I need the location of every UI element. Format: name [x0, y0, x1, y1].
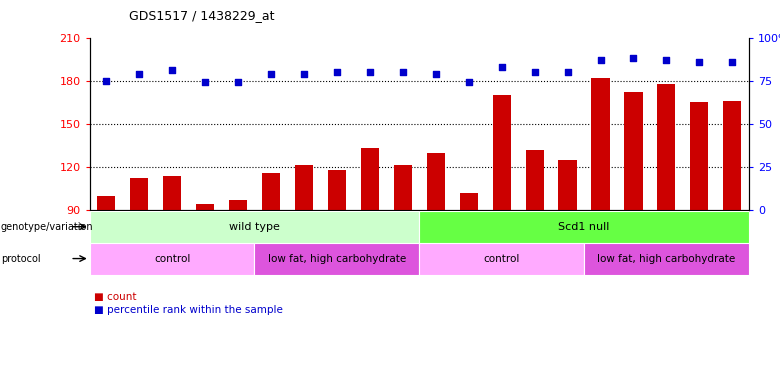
Bar [625, 92, 643, 210]
Bar [98, 196, 115, 210]
Bar [196, 204, 214, 210]
Point [562, 69, 574, 75]
Point [232, 80, 244, 86]
Text: control: control [484, 254, 519, 264]
Bar [658, 84, 675, 210]
Point [264, 71, 277, 77]
Point [660, 57, 672, 63]
Point [133, 71, 145, 77]
Text: wild type: wild type [229, 222, 280, 232]
Bar [130, 178, 148, 210]
Text: low fat, high carbohydrate: low fat, high carbohydrate [597, 254, 736, 264]
Point [463, 80, 475, 86]
Point [199, 80, 211, 86]
Point [363, 69, 376, 75]
Bar [427, 153, 445, 210]
Bar [229, 200, 247, 210]
Bar [493, 95, 511, 210]
Point [528, 69, 541, 75]
Bar [526, 150, 544, 210]
Point [627, 55, 640, 61]
Bar [690, 102, 708, 210]
Bar [163, 176, 181, 210]
Bar [420, 243, 584, 274]
Bar [361, 148, 379, 210]
Point [396, 69, 409, 75]
Point [100, 78, 112, 84]
Bar [262, 172, 280, 210]
Bar [558, 160, 576, 210]
Point [726, 58, 739, 64]
Text: protocol: protocol [1, 254, 41, 264]
Bar [295, 165, 313, 210]
Point [430, 71, 442, 77]
Bar [420, 211, 749, 243]
Point [331, 69, 343, 75]
Point [594, 57, 607, 63]
Point [693, 58, 706, 64]
Text: low fat, high carbohydrate: low fat, high carbohydrate [268, 254, 406, 264]
Text: Scd1 null: Scd1 null [558, 222, 610, 232]
Bar [723, 101, 741, 210]
Bar [459, 193, 477, 210]
Point [495, 64, 508, 70]
Bar [584, 243, 749, 274]
Point [166, 67, 179, 73]
Text: ■ count: ■ count [94, 292, 136, 302]
Point [298, 71, 310, 77]
Bar [394, 165, 412, 210]
Bar [254, 243, 420, 274]
Text: GDS1517 / 1438229_at: GDS1517 / 1438229_at [129, 9, 275, 22]
Bar [591, 78, 609, 210]
Text: genotype/variation: genotype/variation [1, 222, 94, 232]
Bar [90, 243, 254, 274]
Bar [328, 170, 346, 210]
Bar [90, 211, 420, 243]
Text: control: control [154, 254, 190, 264]
Text: ■ percentile rank within the sample: ■ percentile rank within the sample [94, 305, 282, 315]
